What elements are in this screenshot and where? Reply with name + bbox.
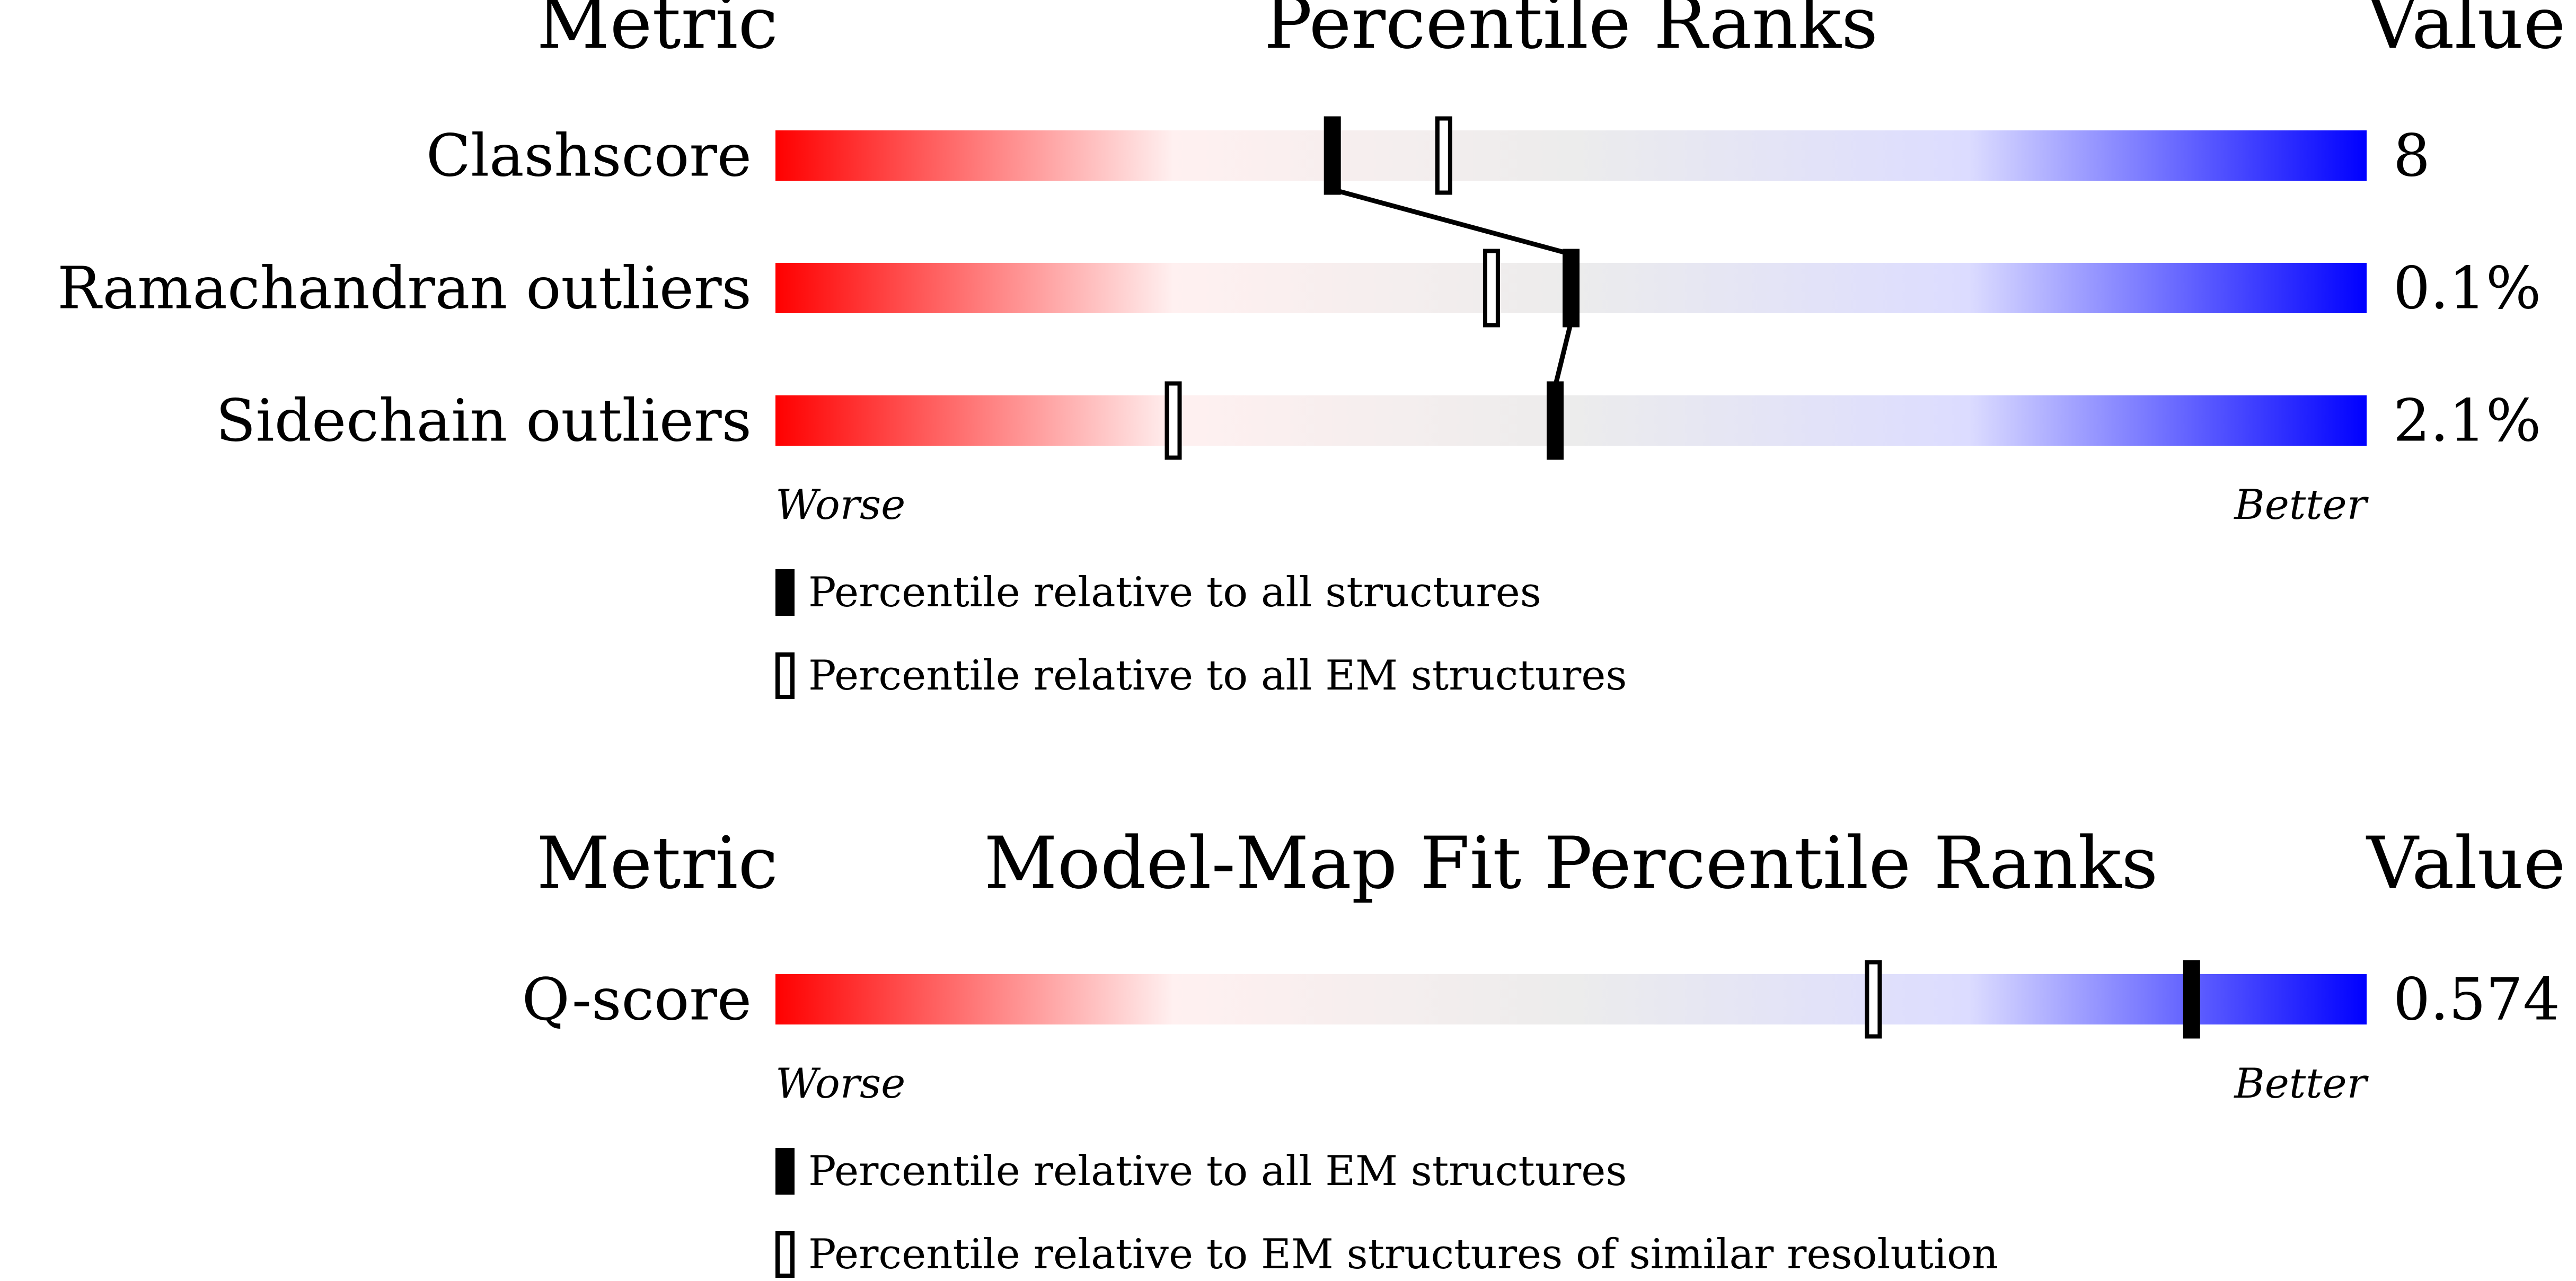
metric-row: Q-score 0.574 <box>522 960 2560 1039</box>
legend-text: Percentile relative to all EM structures <box>808 1147 1627 1195</box>
metric-row: Sidechain outliers 2.1% <box>216 381 2541 460</box>
legend-open-marker <box>775 652 795 699</box>
marker-connector <box>1331 187 1572 257</box>
legend-text: Percentile relative to EM structures of … <box>808 1231 1998 1278</box>
percentile-bar <box>775 974 2367 1024</box>
legend-item: Percentile relative to all structures <box>775 569 1541 616</box>
metric-row: Clashscore 8 <box>426 116 2430 195</box>
legend-filled-marker <box>775 1148 795 1195</box>
panel-title: Model-Map Fit Percentile Ranks <box>984 821 2158 905</box>
marker-connector <box>1552 321 1574 387</box>
panel-title: Percentile Ranks <box>1264 0 1878 65</box>
metric-label: Ramachandran outliers <box>57 254 752 322</box>
legend-filled-marker <box>775 569 795 616</box>
metric-label: Sidechain outliers <box>216 387 752 455</box>
open-percentile-marker <box>1865 960 1882 1039</box>
metric-value: 2.1% <box>2393 387 2541 455</box>
percentile-panel-1: Metric Percentile Ranks Value Clashscore 8 Ra… <box>57 0 2565 700</box>
metric-label: Clashscore <box>426 122 752 190</box>
filled-percentile-marker <box>1324 116 1341 195</box>
metric-label: Q-score <box>522 966 752 1033</box>
value-header: Value <box>2366 0 2566 65</box>
open-percentile-marker <box>1435 116 1452 195</box>
filled-percentile-marker <box>2183 960 2200 1039</box>
better-label: Better <box>2233 1060 2369 1108</box>
open-percentile-marker <box>1483 249 1500 328</box>
legend-item: Percentile relative to all EM structures <box>775 1147 1627 1195</box>
legend-item: Percentile relative to all EM structures <box>775 652 1627 700</box>
legend-text: Percentile relative to all structures <box>808 569 1541 616</box>
filled-percentile-marker <box>1546 381 1564 460</box>
metric-row: Ramachandran outliers 0.1% <box>57 249 2541 328</box>
legend-item: Percentile relative to EM structures of … <box>775 1231 1998 1278</box>
metric-header: Metric <box>536 821 778 905</box>
worse-label: Worse <box>775 1060 905 1108</box>
metric-value: 8 <box>2393 122 2430 190</box>
legend-open-marker <box>775 1231 795 1278</box>
metric-header: Metric <box>536 0 778 65</box>
metric-value: 0.574 <box>2393 966 2560 1033</box>
legend-text: Percentile relative to all EM structures <box>808 652 1627 700</box>
metric-value: 0.1% <box>2393 254 2541 322</box>
percentile-bar <box>775 130 2367 181</box>
percentile-bar <box>775 395 2367 446</box>
better-label: Better <box>2233 481 2369 529</box>
open-percentile-marker <box>1165 381 1182 460</box>
value-header: Value <box>2366 821 2566 905</box>
percentile-panel-2: Metric Model-Map Fit Percentile Ranks Valu… <box>522 821 2566 1278</box>
filled-percentile-marker <box>1563 249 1580 328</box>
worse-label: Worse <box>775 481 905 529</box>
